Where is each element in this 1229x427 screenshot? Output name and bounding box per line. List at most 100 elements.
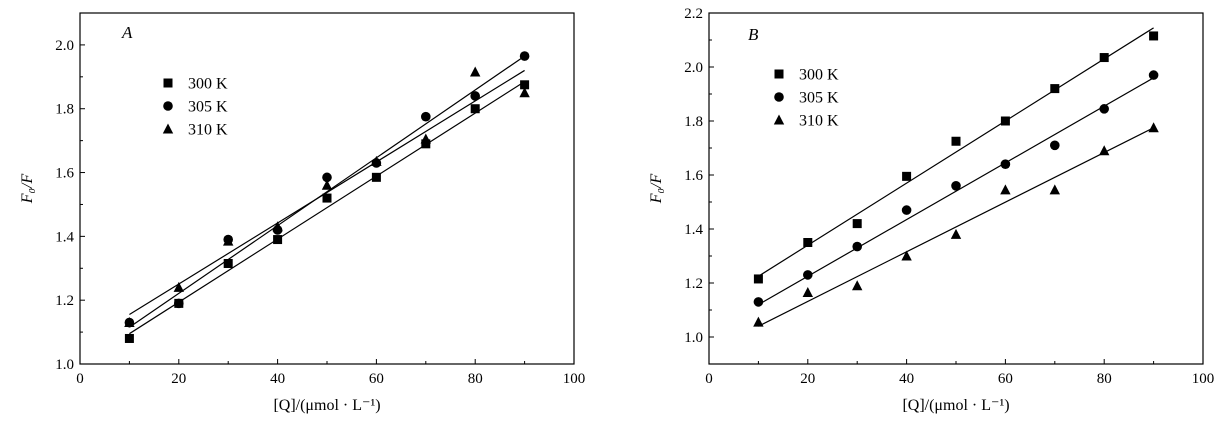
x-axis-label: [Q]/(μmol · L⁻¹) <box>273 397 380 414</box>
y-tick-label: 1.8 <box>684 114 703 130</box>
data-point-circle <box>1148 70 1159 80</box>
data-point-triangle <box>371 155 382 166</box>
data-point-square <box>1149 31 1159 41</box>
data-point-square <box>803 238 813 247</box>
data-point-circle <box>470 91 481 101</box>
x-tick-label: 40 <box>270 371 285 387</box>
fit-line <box>758 77 1154 306</box>
data-point-triangle <box>1099 145 1110 156</box>
data-point-circle <box>803 270 813 280</box>
data-point-circle <box>753 297 764 307</box>
legend-label: 305 K <box>188 99 228 116</box>
panel-label: B <box>748 25 759 44</box>
data-point-triangle <box>519 87 530 98</box>
data-point-triangle <box>223 235 234 246</box>
data-point-triangle <box>272 221 283 232</box>
data-point-circle <box>1099 104 1109 114</box>
x-tick-label: 20 <box>171 371 186 387</box>
fit-line <box>758 127 1154 327</box>
legend-marker-square <box>774 69 784 79</box>
y-tick-label: 1.6 <box>55 166 74 182</box>
data-point-triangle <box>321 179 333 190</box>
series-310k <box>124 66 530 328</box>
x-tick-label: 40 <box>899 371 914 387</box>
fit-line <box>129 81 525 335</box>
series-305k <box>753 70 1159 307</box>
x-tick-label: 80 <box>1097 371 1112 387</box>
data-point-square <box>1000 116 1010 126</box>
chart-panel-a: 0 20 40 60 80 100 1.0 1.2 1.4 1.6 1.8 2.0 [Q]/(μmol … <box>19 12 586 414</box>
data-point-circle <box>852 241 862 252</box>
panel-label: A <box>121 23 133 42</box>
x-tick-label: 60 <box>369 371 384 387</box>
data-point-triangle <box>1049 184 1060 195</box>
data-point-square <box>520 80 530 90</box>
x-tick-label: 0 <box>705 371 713 387</box>
data-point-triangle <box>124 317 135 328</box>
x-tick-label: 100 <box>1192 371 1215 387</box>
legend-marker-square <box>163 78 173 88</box>
data-point-triangle <box>950 228 962 239</box>
x-tick-label: 20 <box>800 371 815 387</box>
y-tick-label: 1.8 <box>55 102 74 118</box>
fit-line <box>129 55 525 328</box>
data-point-triangle <box>470 66 481 77</box>
y-tick-label: 1.2 <box>684 276 703 292</box>
data-point-square <box>753 274 763 284</box>
data-point-square <box>322 193 332 203</box>
legend-marker-circle <box>163 101 173 111</box>
series-310k <box>753 122 1159 327</box>
series-300k <box>124 80 530 343</box>
fit-line <box>129 69 525 316</box>
y-axis-label: F₀/F <box>648 174 665 205</box>
legend-label: 310 K <box>799 113 839 130</box>
legend-label: 300 K <box>799 67 839 84</box>
y-tick-label: 1.0 <box>684 330 703 346</box>
data-point-square <box>470 104 480 114</box>
data-point-square <box>1099 53 1109 63</box>
legend-label: 305 K <box>799 90 839 107</box>
data-point-circle <box>951 181 961 191</box>
data-point-triangle <box>1000 184 1011 195</box>
data-point-triangle <box>753 316 764 327</box>
y-tick-label: 1.2 <box>55 293 74 309</box>
data-point-circle <box>322 172 332 183</box>
legend-label: 310 K <box>188 122 228 139</box>
data-point-triangle <box>852 280 863 291</box>
data-point-circle <box>421 111 431 122</box>
x-tick-label: 0 <box>76 371 84 387</box>
data-point-square <box>421 139 431 149</box>
legend-label: 300 K <box>188 76 228 93</box>
y-tick-label: 1.4 <box>684 222 703 238</box>
x-tick-label: 100 <box>563 371 586 387</box>
x-tick-label: 80 <box>468 371 483 387</box>
series-300k <box>753 27 1159 284</box>
y-tick-label: 1.6 <box>684 168 703 184</box>
data-point-circle <box>519 51 530 61</box>
chart-panel-b: 0 20 40 60 80 100 1.0 1.2 1.4 1.6 1.8 2.0 2.2 [Q]/(μm… <box>648 6 1214 414</box>
y-tick-label: 1.0 <box>55 357 74 373</box>
data-point-square <box>371 172 381 182</box>
legend-marker-circle <box>774 92 784 102</box>
y-axis-label: F₀/F <box>19 174 36 205</box>
data-point-triangle <box>173 281 184 292</box>
data-point-circle <box>174 298 184 309</box>
data-point-square <box>273 235 283 245</box>
data-point-square <box>951 136 961 146</box>
y-tick-label: 1.4 <box>55 229 74 245</box>
data-point-square <box>1050 84 1060 94</box>
fit-line <box>758 27 1154 277</box>
data-point-circle <box>1000 159 1011 169</box>
data-point-triangle <box>1148 122 1159 133</box>
y-tick-label: 2.2 <box>684 6 703 22</box>
x-tick-label: 60 <box>998 371 1013 387</box>
data-point-triangle <box>420 133 431 144</box>
data-point-triangle <box>802 286 813 297</box>
data-point-square <box>902 171 912 181</box>
legend-marker-triangle <box>773 114 785 125</box>
data-point-circle <box>1050 140 1060 151</box>
data-point-triangle <box>901 250 912 261</box>
data-point-square <box>852 219 862 229</box>
legend: 300 K 305 K 310 K <box>162 76 228 139</box>
